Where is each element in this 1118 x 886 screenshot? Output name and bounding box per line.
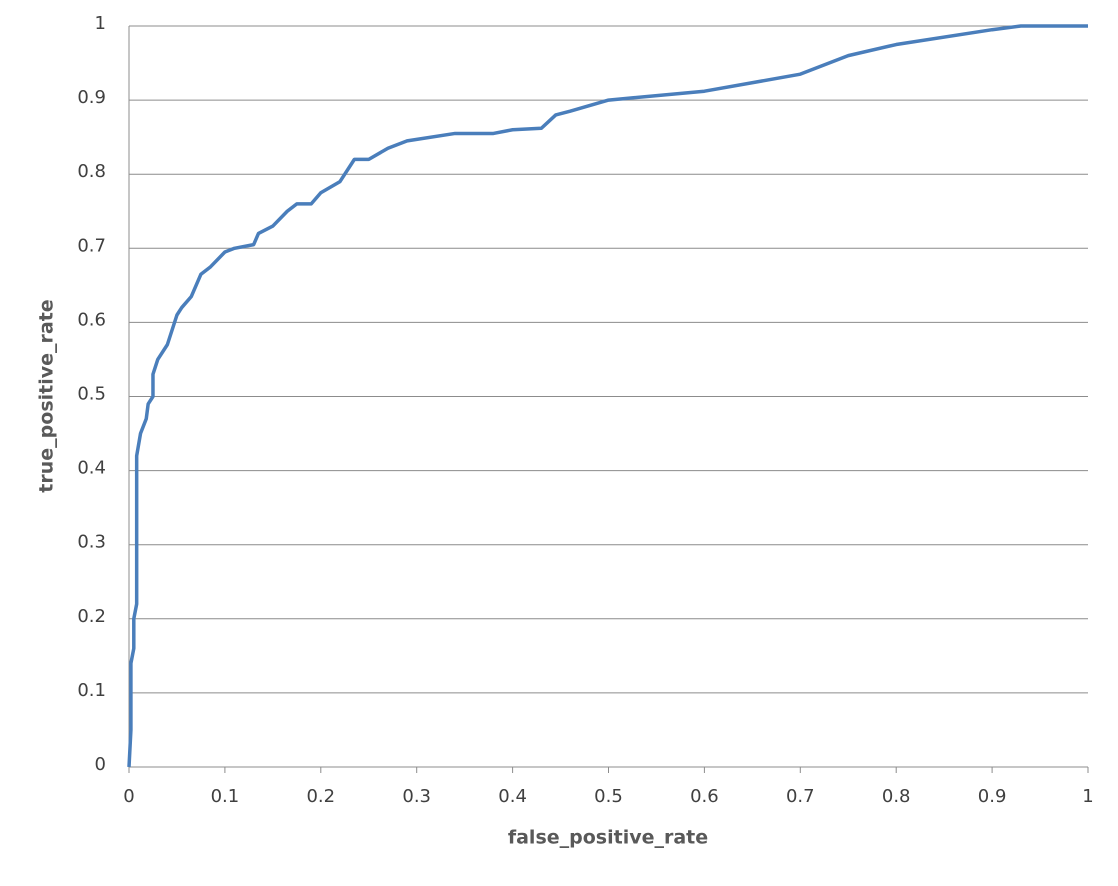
y-tick-label: 0.8 xyxy=(77,161,106,182)
y-tick-label: 0 xyxy=(95,754,106,775)
x-tick-label: 0.7 xyxy=(786,786,815,807)
x-tick-label: 1 xyxy=(1082,786,1093,807)
roc-line xyxy=(127,24,1088,768)
x-tick-label: 0.8 xyxy=(882,786,911,807)
y-tick-label: 0.1 xyxy=(77,680,106,701)
y-tick-label: 1 xyxy=(95,13,106,34)
y-tick-label: 0.3 xyxy=(77,532,106,553)
x-tick-label: 0.3 xyxy=(402,786,431,807)
x-tick-label: 0 xyxy=(123,786,134,807)
y-tick-label: 0.7 xyxy=(77,235,106,256)
x-tick-label: 0.9 xyxy=(978,786,1007,807)
y-tick-label: 0.9 xyxy=(77,87,106,108)
x-tick-label: 0.2 xyxy=(306,786,335,807)
x-tick-label: 0.5 xyxy=(594,786,623,807)
y-tick-label: 0.4 xyxy=(77,458,106,479)
x-tick-label: 0.1 xyxy=(211,786,240,807)
y-tick-label: 0.6 xyxy=(77,309,106,330)
y-tick-label: 0.5 xyxy=(77,384,106,405)
x-axis-title: false_positive_rate xyxy=(508,827,708,849)
y-axis-title: true_positive_rate xyxy=(36,299,58,492)
y-tick-label: 0.2 xyxy=(77,606,106,627)
x-tick-label: 0.6 xyxy=(690,786,719,807)
x-tick-label: 0.4 xyxy=(498,786,527,807)
